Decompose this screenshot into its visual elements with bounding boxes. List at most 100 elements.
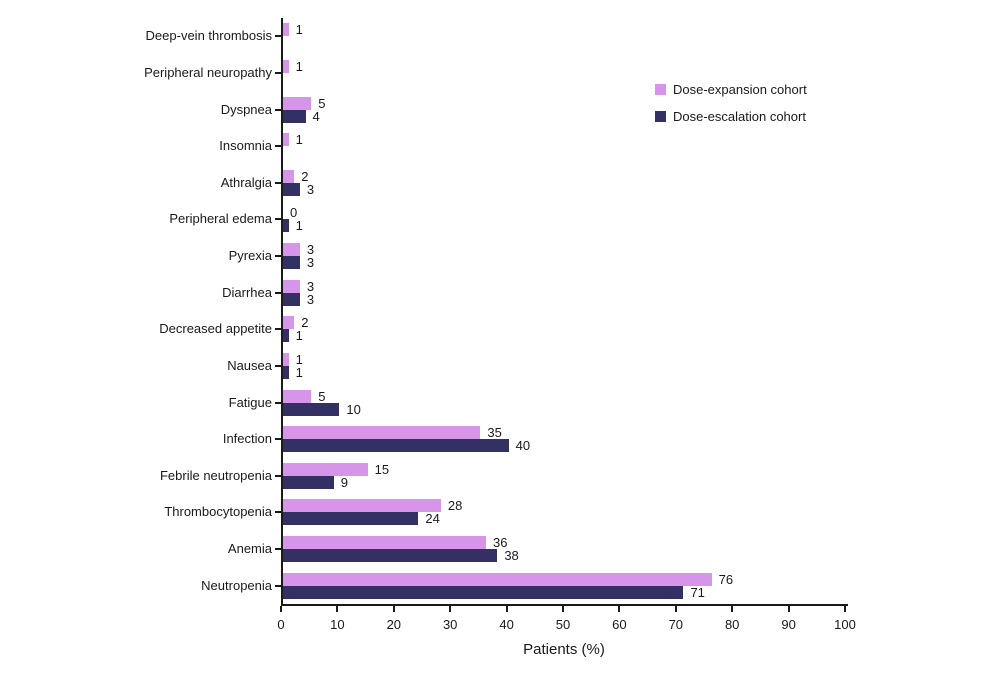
x-axis-tick-label: 10 — [330, 617, 345, 632]
bar-escalation — [283, 329, 289, 343]
bar-value-label: 15 — [374, 461, 390, 477]
category-label: Infection — [222, 431, 272, 447]
bar-expansion — [283, 426, 481, 440]
bar-value-label: 38 — [504, 548, 519, 564]
category-label: Insomnia — [219, 138, 272, 154]
x-axis-tick — [392, 606, 395, 612]
bar-expansion — [283, 23, 289, 37]
y-axis-tick — [275, 584, 281, 587]
bar-escalation — [283, 219, 289, 233]
category-label: Diarrhea — [222, 284, 272, 300]
bar-value-label: 36 — [493, 535, 508, 551]
category-label: Neutropenia — [201, 577, 272, 593]
bar-value-label: 1 — [295, 58, 303, 74]
bar-escalation — [283, 256, 300, 270]
bar-escalation — [283, 439, 509, 453]
bar-expansion — [283, 133, 289, 147]
x-axis-tick — [674, 606, 677, 612]
bar-escalation — [283, 512, 419, 526]
bar-expansion — [283, 279, 300, 293]
bar-value-label: 3 — [306, 278, 315, 294]
y-axis-tick — [275, 474, 281, 477]
x-axis-tick — [449, 606, 452, 612]
legend-label-escalation: Dose-escalation cohort — [673, 108, 806, 124]
bar-escalation — [283, 109, 306, 123]
x-axis-line — [281, 604, 848, 606]
bar-escalation — [283, 585, 684, 599]
bar-value-label: 1 — [295, 328, 303, 344]
bar-value-label: 1 — [295, 218, 303, 234]
x-axis-tick — [618, 606, 621, 612]
y-axis-line — [281, 18, 283, 604]
bar-value-label: 0 — [290, 205, 298, 221]
y-axis-tick — [275, 71, 281, 74]
bar-escalation — [283, 475, 334, 489]
category-label: Thrombocytopenia — [164, 504, 272, 520]
y-axis-tick — [275, 255, 281, 258]
y-axis-tick — [275, 364, 281, 367]
bar-value-label: 28 — [447, 498, 463, 514]
x-axis-tick — [731, 606, 734, 612]
x-axis-tick-label: 0 — [277, 617, 285, 632]
legend-swatch-expansion-icon — [655, 83, 666, 95]
bar-value-label: 40 — [515, 438, 531, 454]
y-axis-tick — [275, 511, 281, 514]
bar-value-label: 1 — [295, 132, 303, 148]
bar-expansion — [283, 499, 441, 513]
x-axis-tick — [562, 606, 564, 612]
bar-value-label: 3 — [306, 255, 315, 271]
x-axis-tick-label: 30 — [442, 617, 458, 632]
y-axis-tick — [275, 108, 281, 111]
bar-value-label: 76 — [718, 571, 734, 587]
x-axis-tick — [787, 606, 790, 612]
bar-value-label: 2 — [301, 315, 309, 331]
x-axis-tick-label: 20 — [386, 617, 402, 632]
bar-value-label: 1 — [295, 351, 303, 367]
category-label: Pyrexia — [228, 248, 272, 264]
bar-expansion — [283, 59, 289, 73]
category-label: Decreased appetite — [159, 321, 272, 337]
category-label: Peripheral edema — [169, 211, 272, 227]
category-label: Athralgia — [220, 174, 272, 190]
bar-value-label: 71 — [690, 584, 705, 600]
category-label: Anemia — [227, 541, 272, 557]
x-axis-title: Patients (%) — [523, 641, 605, 658]
bar-escalation — [283, 402, 340, 416]
bar-value-label: 3 — [306, 242, 315, 258]
bar-escalation — [283, 182, 300, 196]
y-axis-tick — [275, 218, 281, 221]
legend-swatch-escalation-icon — [655, 110, 666, 122]
bar-escalation — [283, 549, 498, 563]
category-label: Febrile neutropenia — [159, 467, 272, 483]
bar-value-label: 10 — [346, 401, 361, 417]
bar-value-label: 4 — [312, 108, 320, 124]
y-axis-tick — [275, 401, 281, 404]
x-axis-tick-label: 60 — [612, 617, 627, 632]
bar-expansion — [283, 389, 312, 403]
bar-value-label: 1 — [295, 22, 303, 38]
bar-expansion — [283, 316, 295, 330]
bar-expansion — [283, 96, 312, 110]
category-label: Deep-vein thrombosis — [145, 28, 272, 44]
y-axis-tick — [275, 35, 281, 38]
y-axis-tick — [275, 328, 281, 331]
legend: Dose-expansion cohort Dose-escalation co… — [655, 81, 807, 135]
category-label: Dyspnea — [220, 101, 272, 117]
bar-value-label: 3 — [306, 181, 315, 197]
x-axis-tick — [844, 606, 846, 612]
x-axis-tick-label: 50 — [555, 617, 571, 632]
x-axis-tick-label: 70 — [668, 617, 684, 632]
bar-value-label: 35 — [487, 425, 502, 441]
bar-expansion — [283, 352, 289, 366]
bar-value-label: 5 — [318, 388, 326, 404]
legend-item-dose-escalation: Dose-escalation cohort — [655, 108, 807, 124]
x-axis-tick — [505, 606, 508, 612]
bar-expansion — [283, 572, 712, 586]
x-axis-tick-label: 80 — [724, 617, 740, 632]
x-axis-tick-label: 100 — [834, 617, 856, 632]
x-axis-tick-label: 40 — [499, 617, 514, 632]
bar-expansion — [283, 536, 487, 550]
bar-expansion — [283, 243, 300, 257]
bar-expansion — [283, 462, 368, 476]
